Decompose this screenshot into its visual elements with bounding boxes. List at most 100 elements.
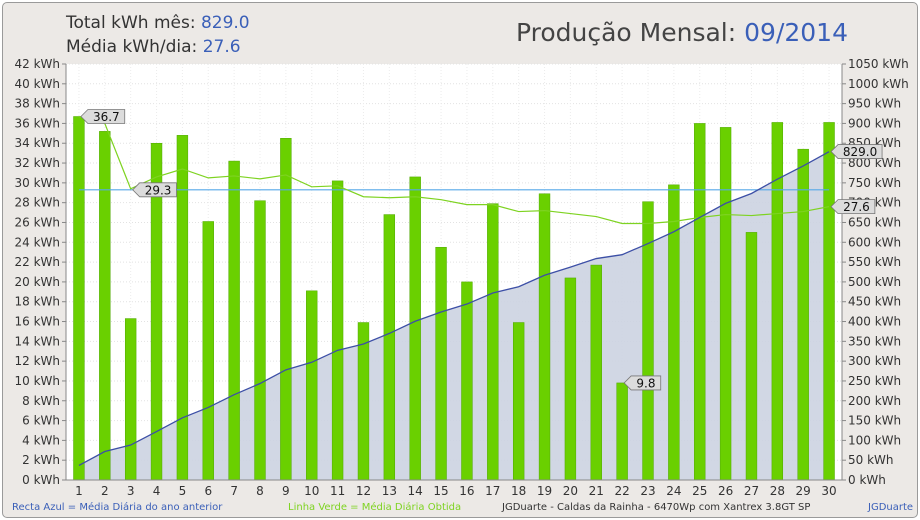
x-tick-label: 12 — [356, 484, 371, 498]
x-tick-label: 16 — [459, 484, 474, 498]
y-right-tick-label: 200 kWh — [848, 394, 901, 408]
x-tick-label: 19 — [537, 484, 552, 498]
callout-box — [830, 144, 883, 159]
total-kwh-label: Total kWh mês: — [66, 13, 196, 33]
bar-day-25 — [694, 123, 706, 481]
y-left-tick-label: 20 kWh — [14, 275, 60, 289]
x-tick-label: 8 — [256, 484, 264, 498]
bar-day-15 — [435, 246, 447, 481]
y-left-tick-label: 10 kWh — [14, 374, 60, 388]
daily-avg-line — [78, 115, 830, 225]
bar-day-29 — [797, 148, 809, 481]
x-tick-label: 14 — [408, 484, 423, 498]
bar-day-1 — [73, 116, 85, 481]
x-tick-label: 24 — [666, 484, 681, 498]
bar-day-14 — [409, 176, 421, 481]
callout-label: 9.8 — [636, 376, 655, 390]
y-right-tick-label: 800 kWh — [848, 156, 901, 170]
y-left-tick-label: 26 kWh — [14, 215, 60, 229]
bar-day-5 — [176, 135, 189, 481]
bar-day-2 — [99, 131, 111, 481]
bar-day-12 — [357, 322, 370, 481]
bar-day-6 — [202, 221, 214, 481]
y-right-tick-label: 900 kWh — [848, 116, 901, 130]
y-right-tick-label: 1050 kWh — [848, 57, 909, 71]
y-right-tick-label: 0 kWh — [848, 473, 886, 487]
y-left-tick-label: 4 kWh — [22, 433, 60, 447]
x-tick-label: 27 — [744, 484, 759, 498]
x-tick-label: 10 — [304, 484, 319, 498]
x-tick-label: 28 — [770, 484, 785, 498]
x-tick-label: 25 — [692, 484, 707, 498]
x-tick-label: 26 — [718, 484, 733, 498]
bar-day-21 — [590, 264, 602, 481]
bar-day-22 — [616, 382, 628, 481]
legend-green-line: Linha Verde = Média Diária Obtida — [288, 502, 461, 513]
bar-day-27 — [745, 232, 758, 481]
avg-kwh-readout: Média kWh/dia: 27.6 — [66, 37, 241, 57]
x-tick-label: 11 — [330, 484, 345, 498]
bar-day-8 — [254, 200, 266, 481]
y-right-tick-label: 250 kWh — [848, 374, 901, 388]
bar-day-30 — [823, 122, 835, 481]
callout-box — [80, 109, 126, 124]
x-tick-label: 7 — [230, 484, 238, 498]
credit-link[interactable]: JGDuarte — [868, 502, 914, 513]
y-left-tick-label: 42 kWh — [14, 57, 60, 71]
x-tick-label: 20 — [563, 484, 578, 498]
chart-title-label: Produção Mensal: — [515, 18, 737, 47]
legend-blue-text: Recta Azul = Média Diária do ano anterio… — [12, 502, 223, 513]
cumulative-line — [78, 151, 830, 467]
y-right-tick-label: 650 kWh — [848, 215, 901, 229]
y-right-tick-label: 450 kWh — [848, 295, 901, 309]
x-tick-label: 23 — [640, 484, 655, 498]
avg-kwh-value: 27.6 — [202, 37, 241, 57]
x-tick-label: 30 — [821, 484, 836, 498]
callout-box — [623, 375, 662, 391]
x-tick-label: 2 — [101, 484, 109, 498]
x-tick-label: 1 — [75, 484, 83, 498]
cumulative-area — [78, 151, 830, 480]
x-tick-label: 3 — [127, 484, 135, 498]
callout-label: 27.6 — [843, 200, 870, 214]
total-kwh-value: 829.0 — [200, 13, 250, 33]
bar-day-17 — [487, 203, 499, 481]
x-tick-label: 29 — [796, 484, 811, 498]
y-right-tick-label: 950 kWh — [848, 97, 901, 111]
legend-green-text: Linha Verde = Média Diária Obtida — [288, 502, 462, 513]
bar-day-20 — [564, 277, 577, 481]
y-right-tick-label: 750 kWh — [848, 176, 901, 190]
y-left-tick-label: 24 kWh — [14, 235, 60, 249]
x-tick-label: 21 — [589, 484, 604, 498]
avg-kwh-label: Média kWh/dia: — [66, 37, 198, 57]
y-right-tick-label: 550 kWh — [848, 255, 901, 269]
bar-day-19 — [538, 193, 551, 481]
bar-day-28 — [771, 122, 784, 481]
x-tick-label: 18 — [511, 484, 526, 498]
y-right-tick-label: 300 kWh — [848, 354, 901, 368]
bar-day-18 — [512, 322, 525, 481]
y-left-tick-label: 38 kWh — [14, 97, 60, 111]
y-left-tick-label: 40 kWh — [14, 77, 60, 91]
y-left-tick-label: 28 kWh — [14, 196, 60, 210]
y-right-tick-label: 350 kWh — [848, 334, 901, 348]
y-left-tick-label: 6 kWh — [22, 414, 60, 428]
bar-day-26 — [719, 127, 732, 481]
y-right-tick-label: 500 kWh — [848, 275, 901, 289]
y-left-tick-label: 12 kWh — [14, 354, 60, 368]
x-tick-label: 13 — [382, 484, 397, 498]
y-left-tick-label: 30 kWh — [14, 176, 60, 190]
y-right-tick-label: 100 kWh — [848, 433, 901, 447]
y-left-tick-label: 8 kWh — [22, 394, 60, 408]
x-tick-label: 9 — [282, 484, 290, 498]
y-left-tick-label: 34 kWh — [14, 136, 60, 150]
x-tick-label: 17 — [485, 484, 500, 498]
x-tick-label: 5 — [179, 484, 187, 498]
total-kwh-readout: Total kWh mês: 829.0 — [66, 13, 250, 33]
callout-label: 36.7 — [93, 110, 120, 124]
bar-day-10 — [306, 290, 318, 481]
callout-box — [132, 182, 177, 198]
y-left-tick-label: 14 kWh — [14, 334, 60, 348]
bar-day-13 — [383, 214, 396, 481]
